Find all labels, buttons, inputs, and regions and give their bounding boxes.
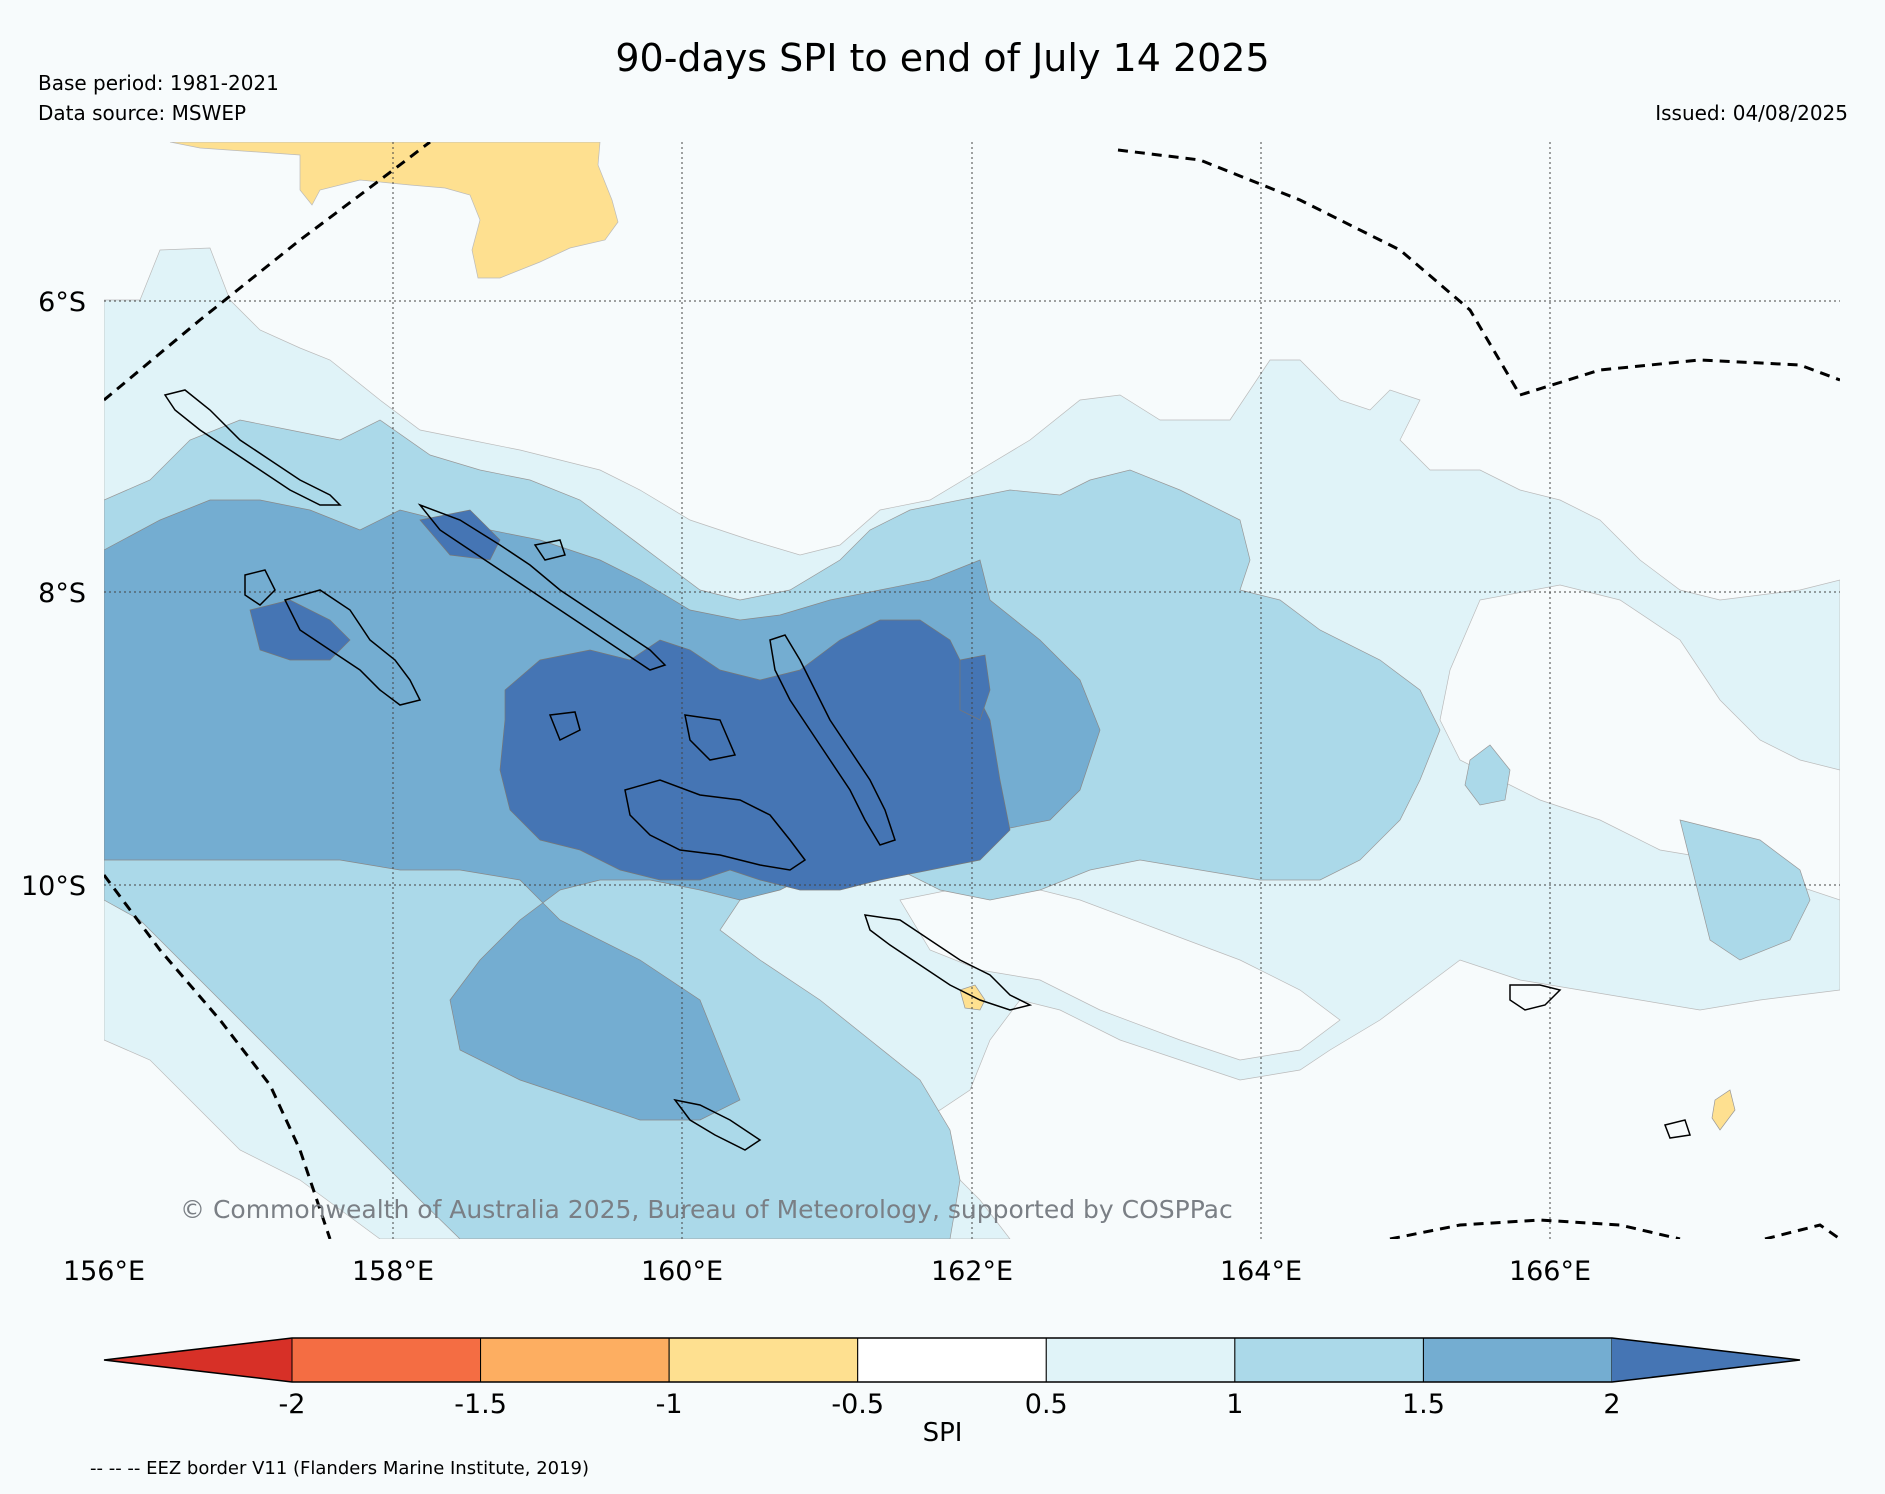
colorbar-bin: [1045, 1337, 1236, 1383]
wet-mid-east-patch-2: [1464, 744, 1511, 806]
normal-gap-south: [899, 879, 1341, 1061]
colorbar-tick-label: 2: [1603, 1389, 1620, 1420]
lon-label-164e: 164°E: [1220, 1256, 1302, 1287]
lon-label-162e: 162°E: [931, 1256, 1013, 1287]
colorbar-extend-high: [1612, 1338, 1800, 1382]
very-wet-patch-east: [959, 654, 991, 721]
colorbar-tick-label: 1: [1226, 1389, 1243, 1420]
map-title: 90-days SPI to end of July 14 2025: [615, 36, 1270, 80]
lat-label-6s: 6°S: [38, 287, 86, 318]
dry-region-north: [169, 142, 619, 279]
colorbar-label: SPI: [922, 1418, 963, 1448]
colorbar-bin: [1422, 1337, 1613, 1383]
map-gridlines: [104, 142, 1840, 1239]
colorbar-tick-label: 0.5: [1025, 1389, 1068, 1420]
colorbar-bin: [1234, 1337, 1424, 1383]
data-source-note: Data source: MSWEP: [38, 101, 247, 125]
issued-date: Issued: 04/08/2025: [1655, 101, 1848, 125]
lat-label-8s: 8°S: [38, 578, 86, 609]
colorbar-tick-label: -0.5: [831, 1389, 884, 1420]
very-wet-patch-nw: [419, 509, 501, 561]
colorbar-extend-low: [104, 1338, 292, 1382]
colorbar-tick-label: -1: [656, 1389, 683, 1420]
island-coastlines: [163, 389, 1691, 1151]
lon-label-158e: 158°E: [352, 1256, 434, 1287]
very-wet-core: [499, 619, 1011, 891]
colorbar-bin: [668, 1337, 859, 1383]
lon-label-156e: 156°E: [63, 1256, 145, 1287]
colorbar-tick-label: -1.5: [454, 1389, 507, 1420]
lat-label-10s: 10°S: [21, 871, 86, 902]
lon-label-166e: 166°E: [1509, 1256, 1591, 1287]
eez-borders: [104, 142, 1840, 1239]
lon-label-160e: 160°E: [641, 1256, 723, 1287]
dry-patch-south-2: [1711, 1089, 1736, 1131]
colorbar-bin: [291, 1337, 482, 1383]
wet-mid-east-patch: [1679, 819, 1811, 961]
eez-legend: -- -- -- EEZ border V11 (Flanders Marine…: [90, 1458, 590, 1479]
copyright-notice: © Commonwealth of Australia 2025, Bureau…: [180, 1195, 1233, 1224]
colorbar-bin: [857, 1337, 1047, 1383]
base-period-note: Base period: 1981-2021: [38, 71, 279, 95]
colorbar-outline: [103, 1337, 1801, 1383]
colorbar-tick-label: -2: [279, 1389, 306, 1420]
colorbar-tick-label: 1.5: [1402, 1389, 1445, 1420]
colorbar-bin: [480, 1337, 670, 1383]
